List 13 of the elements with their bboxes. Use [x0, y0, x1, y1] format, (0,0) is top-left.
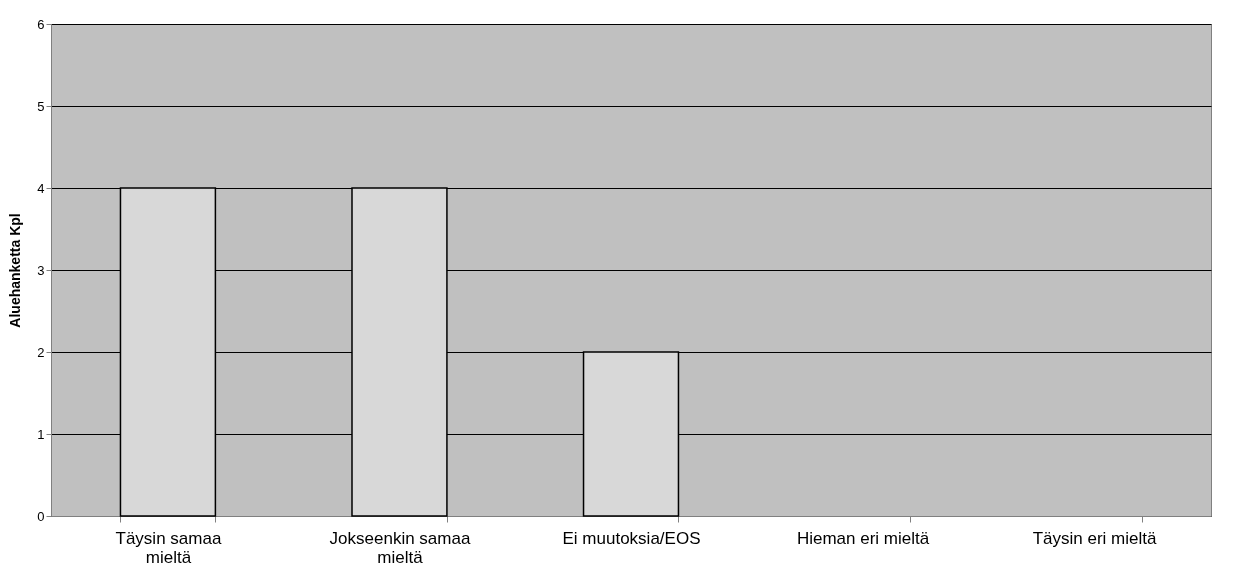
x-tick-label: Täysin samaa mieltä [115, 528, 222, 567]
y-tick-label: 3 [37, 262, 45, 278]
x-tick-label: Ei muutoksia/EOS [562, 528, 701, 548]
y-tick-label: 2 [37, 344, 45, 360]
x-tick-label: Täysin eri mieltä [1032, 528, 1157, 548]
y-tick-label: 5 [37, 98, 45, 114]
y-axis-title: Aluehanketta Kpl [7, 213, 24, 328]
y-tick-label: 4 [37, 180, 45, 196]
x-tick-label: Jokseenkin samaa mieltä [329, 528, 471, 567]
x-tick-label: Hieman eri mieltä [796, 528, 930, 548]
y-tick-label: 1 [37, 426, 45, 442]
y-tick-label: 6 [37, 16, 45, 32]
y-tick-label: 0 [37, 508, 45, 524]
